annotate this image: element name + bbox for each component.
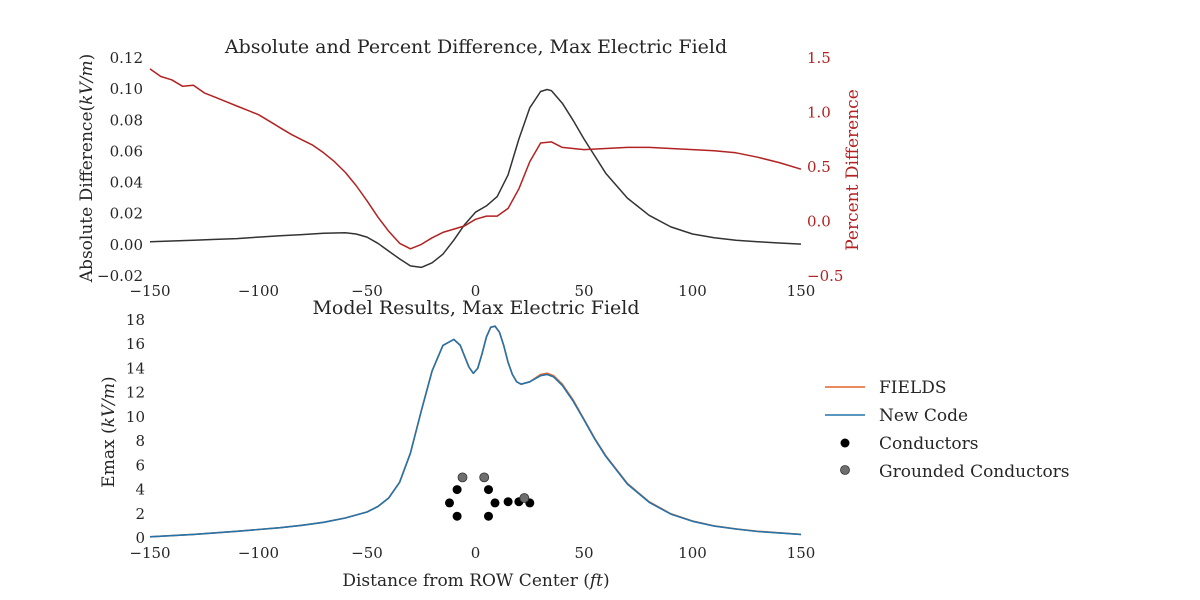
conductor-point [503,497,513,507]
y-tick-label: 16 [126,335,145,353]
model-series [149,325,802,538]
right-y-tick-label: −0.5 [807,267,843,285]
absolute-difference-axis-label: Absolute Difference(kV/m) [77,54,97,283]
y-tick-label: 0.04 [110,174,143,192]
emax-axis-label: Emax (kV/m) [99,376,119,487]
y-tick-label: 2 [135,505,145,523]
x-tick-label: −100 [238,282,279,300]
percent-difference-axis-label: Percent Difference [843,89,863,251]
right-y-tick-label: 1.5 [807,49,831,67]
y-tick-label: −0.02 [97,267,143,285]
x-tick-label: −50 [351,282,383,300]
x-tick-label: 150 [787,282,816,300]
x-tick-label: 0 [471,282,481,300]
x-tick-label: 50 [574,282,593,300]
model-x-ticks: −150 −100 −50 0 50 100 150 [129,544,815,562]
difference-chart-title: Absolute and Percent Difference, Max Ele… [224,36,727,58]
fields-line [149,325,802,538]
right-y-tick-label: 1.0 [807,104,831,122]
y-tick-label: 0.12 [110,49,143,67]
legend-grounded-conductors-label: Grounded Conductors [879,462,1070,482]
legend-fields-label: FIELDS [879,378,947,398]
legend-grounded-conductors-swatch [840,465,850,475]
conductor-point [445,498,454,508]
legend-conductors-swatch [840,438,850,448]
y-tick-label: 0.08 [110,111,143,129]
y-tick-label: 0.06 [110,142,143,160]
x-tick-label: −150 [129,544,170,562]
y-tick-label: 0.10 [110,80,143,98]
y-tick-label: 0.02 [110,205,143,223]
y-tick-label: 18 [126,311,145,329]
conductor-points [445,472,535,521]
difference-y-ticks: −0.02 0.00 0.02 0.04 0.06 0.08 0.10 0.12 [97,49,143,285]
x-tick-label: 100 [678,544,707,562]
y-tick-label: 4 [135,481,145,499]
difference-chart: Absolute and Percent Difference, Max Ele… [77,36,863,300]
difference-right-y-ticks: −0.5 0.0 0.5 1.0 1.5 [807,49,843,285]
conductor-point [490,498,500,508]
x-tick-label: −100 [238,544,279,562]
new-code-line [149,325,802,538]
x-tick-label: 150 [787,544,816,562]
x-tick-label: 50 [574,544,593,562]
conductor-point [452,485,462,495]
conductor-point [452,511,462,521]
conductor-point [484,485,493,495]
grounded-conductor-point [457,472,468,483]
legend-conductors-label: Conductors [879,434,978,454]
model-y-ticks: 0 2 4 6 8 10 12 14 16 18 [126,311,145,547]
y-tick-label: 8 [135,432,145,450]
distance-axis-label: Distance from ROW Center (ft) [342,571,609,591]
absolute-difference-line [149,88,802,269]
right-y-tick-label: 0.0 [807,213,831,231]
right-y-tick-label: 0.5 [807,158,831,176]
y-tick-label: 14 [126,359,145,377]
grounded-conductor-point [479,472,490,483]
y-tick-label: 0.00 [110,236,143,254]
x-tick-label: −150 [129,282,170,300]
x-tick-label: −50 [351,544,383,562]
difference-x-ticks: −150 −100 −50 0 50 100 150 [129,282,815,300]
y-tick-label: 12 [126,384,145,402]
y-tick-label: 0 [135,529,145,547]
conductor-point [484,511,493,521]
x-tick-label: 0 [471,544,481,562]
y-tick-label: 6 [135,456,145,474]
x-tick-label: 100 [678,282,707,300]
grounded-conductor-point [519,493,530,503]
difference-series [149,68,802,269]
model-results-chart: Model Results, Max Electric Field Emax (… [99,297,815,591]
model-results-chart-title: Model Results, Max Electric Field [312,297,639,319]
legend-new-code-label: New Code [879,406,968,426]
percent-difference-line [149,68,802,250]
y-tick-label: 10 [126,408,145,426]
model-legend: FIELDS New Code Conductors Grounded Cond… [825,378,1070,482]
